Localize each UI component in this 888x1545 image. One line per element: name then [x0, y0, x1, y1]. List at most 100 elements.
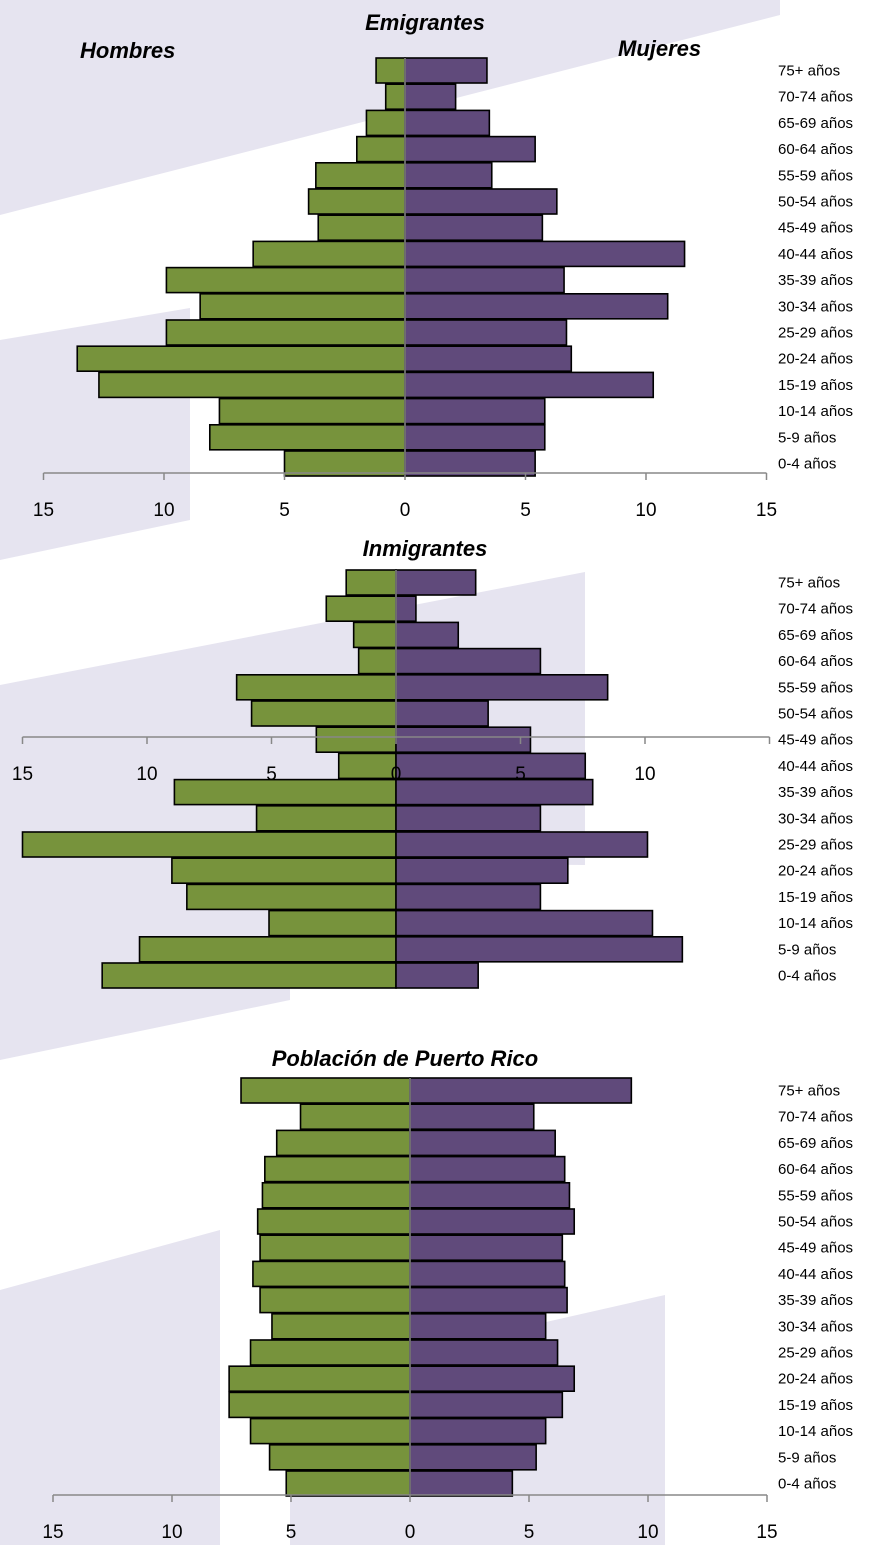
age-label: 15-19 años [778, 889, 853, 906]
bar-male [299, 1103, 411, 1130]
age-label: 70-74 años [778, 1109, 853, 1126]
age-label: 25-29 años [778, 837, 853, 854]
bar-female [395, 778, 594, 806]
age-label: 0-4 años [778, 456, 836, 473]
bar-male [249, 1339, 411, 1366]
tick-label: 5 [286, 1522, 297, 1543]
age-label: 40-44 años [778, 758, 853, 775]
tick-label: 5 [279, 500, 290, 521]
bar-female [404, 188, 558, 215]
age-label: 10-14 años [778, 1423, 853, 1440]
bar-male [259, 1234, 411, 1261]
bar-male [275, 1129, 411, 1157]
bar-female [404, 292, 669, 320]
bar-female [395, 647, 542, 675]
chart-title: Inmigrantes [363, 536, 488, 561]
tick-label: 5 [515, 764, 526, 785]
bar-female [395, 700, 489, 727]
legend-mujeres: Mujeres [618, 36, 701, 61]
bar-male [101, 962, 397, 989]
bar-female [409, 1260, 566, 1288]
tick-label: 10 [634, 764, 655, 785]
bar-male [252, 1260, 411, 1288]
bar-male [76, 345, 406, 373]
age-label: 65-69 años [778, 627, 853, 644]
bar-female [409, 1286, 568, 1314]
age-label: 60-64 años [778, 141, 853, 158]
tick-label: 10 [635, 500, 656, 521]
bar-female [409, 1444, 537, 1471]
bar-female [395, 962, 479, 989]
tick-label: 15 [42, 1522, 63, 1543]
age-label: 30-34 años [778, 1318, 853, 1335]
tick-label: 5 [520, 500, 531, 521]
bar-female [404, 83, 457, 110]
age-label: 35-39 años [778, 272, 853, 289]
bar-female [395, 621, 460, 649]
age-label: 75+ años [778, 63, 840, 80]
bar-male [228, 1365, 411, 1392]
bar-male [256, 1208, 411, 1235]
bar-female [404, 57, 488, 84]
age-label: 50-54 años [778, 706, 853, 723]
age-label: 55-59 años [778, 1187, 853, 1204]
bar-male [261, 1182, 411, 1209]
background-band [0, 1230, 220, 1545]
bar-male [375, 57, 406, 84]
bar-female [409, 1182, 571, 1209]
bar-female [409, 1313, 547, 1340]
bar-male [235, 673, 397, 701]
bar-male [337, 752, 397, 780]
bar-male [255, 804, 397, 832]
age-label: 30-34 años [778, 810, 853, 827]
bar-male [228, 1391, 411, 1419]
age-label: 50-54 años [778, 1214, 853, 1231]
bar-male [307, 188, 406, 215]
age-label: 5-9 años [778, 429, 836, 446]
bar-female [395, 804, 542, 832]
pyramid-emigrantes: Emigrantes 75+ años 70-74 años 65-69 años 6… [33, 10, 853, 521]
bar-male [315, 726, 397, 754]
bar-male [268, 909, 397, 937]
tick-label: 15 [12, 764, 33, 785]
tick-label: 10 [161, 1522, 182, 1543]
bar-female [395, 673, 609, 701]
bar-female [395, 935, 684, 963]
bar-female [404, 266, 565, 294]
age-label: 40-44 años [778, 1266, 853, 1283]
age-label: 0-4 años [778, 968, 836, 985]
age-label: 15-19 años [778, 377, 853, 394]
tick-label: 15 [756, 500, 777, 521]
tick-label: 15 [756, 1522, 777, 1543]
bar-male [240, 1077, 411, 1104]
bar-male [357, 647, 397, 675]
tick-label: 10 [637, 1522, 658, 1543]
age-label: 75+ años [778, 1083, 840, 1100]
bar-male [317, 214, 406, 241]
bar-male [271, 1313, 411, 1340]
bar-female [404, 371, 655, 399]
age-label: 5-9 años [778, 1449, 836, 1466]
tick-label: 0 [405, 1522, 416, 1543]
bar-male [21, 831, 397, 858]
bar-male [259, 1286, 411, 1314]
tick-label: 10 [136, 764, 157, 785]
age-label: 10-14 años [778, 915, 853, 932]
bar-female [409, 1391, 564, 1419]
bar-male [165, 319, 406, 346]
age-label: 25-29 años [778, 325, 853, 342]
bar-female [409, 1077, 633, 1104]
bar-male [365, 109, 406, 137]
bar-male [325, 595, 397, 623]
tick-label: 0 [391, 764, 402, 785]
bar-female [404, 135, 536, 163]
bar-male [268, 1444, 411, 1471]
bar-female [404, 319, 568, 346]
age-label: 30-34 años [778, 298, 853, 315]
bar-female [404, 345, 573, 373]
bar-female [395, 883, 542, 911]
age-label: 60-64 años [778, 1161, 853, 1178]
age-label: 10-14 años [778, 403, 853, 420]
bar-female [404, 162, 493, 189]
bar-male [199, 292, 406, 320]
